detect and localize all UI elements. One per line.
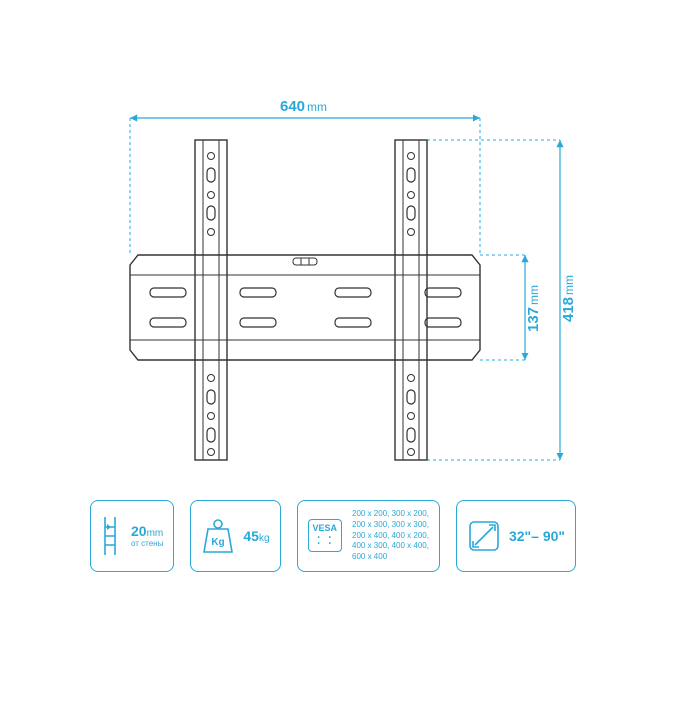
dim-width-unit: mm: [307, 100, 327, 114]
weight-icon: Kg: [201, 517, 235, 555]
vesa-icon: VESA • •• •: [308, 519, 343, 552]
arm-left: [195, 140, 227, 460]
dim-width-value: 640: [280, 98, 305, 115]
svg-text:Kg: Kg: [212, 537, 225, 548]
dim-height-plate-unit: mm: [527, 285, 541, 305]
spec-screen-size: 32"– 90": [456, 500, 576, 572]
vesa-label: VESA: [313, 523, 338, 533]
dim-height-overall-unit: mm: [562, 275, 576, 295]
wall-distance-sublabel: от стены: [131, 539, 163, 548]
vesa-line: 600 x 400: [352, 552, 429, 563]
dim-height-overall-label: 418 mm: [560, 275, 577, 322]
spec-max-load: Kg 45kg: [190, 500, 280, 572]
diagram-canvas: 640mm 418mm 137mm: [0, 0, 700, 700]
max-load-value: 45: [243, 528, 259, 544]
wall-distance-value: 20: [131, 523, 147, 539]
screen-size-icon: [467, 519, 501, 553]
vesa-line: 200 x 200, 300 x 200,: [352, 509, 429, 520]
arm-right: [395, 140, 427, 460]
spec-wall-distance: 20mm от стены: [90, 500, 174, 572]
vesa-line: 200 x 400, 400 x 200,: [352, 531, 429, 542]
spec-row: 20mm от стены Kg 45kg VESA • •• • 200 x …: [90, 500, 576, 572]
spec-vesa: VESA • •• • 200 x 200, 300 x 200, 200 x …: [297, 500, 440, 572]
wall-distance-unit: mm: [147, 528, 164, 539]
vesa-line: 400 x 300, 400 x 400,: [352, 541, 429, 552]
max-load-unit: kg: [259, 533, 270, 544]
dim-height-plate-value: 137: [525, 307, 542, 332]
vesa-pattern-list: 200 x 200, 300 x 200, 200 x 300, 300 x 3…: [352, 509, 429, 563]
dim-height-overall-value: 418: [560, 297, 577, 322]
dim-height-plate-label: 137 mm: [525, 285, 542, 332]
dim-width-label: 640mm: [280, 98, 327, 115]
wall-distance-icon: [101, 515, 123, 557]
screen-size-value: 32"– 90": [509, 528, 565, 544]
dim-height-plate: [480, 255, 525, 360]
vesa-line: 200 x 300, 300 x 300,: [352, 520, 429, 531]
